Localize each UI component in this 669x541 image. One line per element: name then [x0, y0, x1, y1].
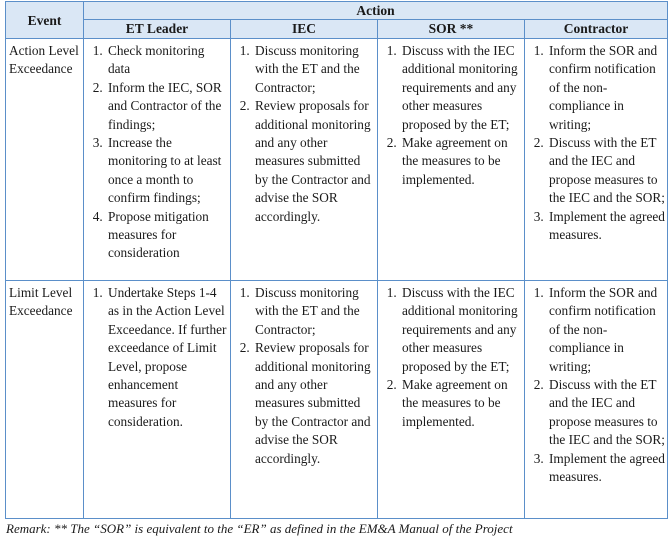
- et-leader-cell: Undertake Steps 1-4 as in the Action Lev…: [83, 280, 231, 519]
- table-row-action-level: Action Level Exceedance Check monitoring…: [5, 38, 668, 281]
- action-list: Inform the SOR and confirm notification …: [525, 281, 667, 486]
- event-cell: Limit Level Exceedance: [5, 280, 84, 519]
- et-leader-cell: Check monitoring dataInform the IEC, SOR…: [83, 38, 231, 281]
- list-item: Check monitoring data: [106, 42, 228, 79]
- header-iec: IEC: [230, 19, 378, 39]
- action-list: Inform the SOR and confirm notification …: [525, 39, 667, 244]
- list-item: Implement the agreed measures.: [547, 450, 665, 487]
- list-item: Discuss with the IEC additional monitori…: [400, 42, 522, 134]
- iec-cell: Discuss monitoring with the ET and the C…: [230, 280, 378, 519]
- header-event: Event: [5, 1, 84, 39]
- list-item: Undertake Steps 1-4 as in the Action Lev…: [106, 284, 228, 431]
- list-item: Review proposals for additional monitori…: [253, 339, 375, 468]
- list-item: Discuss with the ET and the IEC and prop…: [547, 134, 665, 208]
- list-item: Propose mitigation measures for consider…: [106, 208, 228, 263]
- action-list: Undertake Steps 1-4 as in the Action Lev…: [84, 281, 230, 431]
- list-item: Make agreement on the measures to be imp…: [400, 376, 522, 431]
- list-item: Inform the IEC, SOR and Contractor of th…: [106, 79, 228, 134]
- list-item: Make agreement on the measures to be imp…: [400, 134, 522, 189]
- event-cell: Action Level Exceedance: [5, 38, 84, 281]
- list-item: Review proposals for additional monitori…: [253, 97, 375, 226]
- list-item: Implement the agreed measures.: [547, 208, 665, 245]
- event-action-table: Event Action ET Leader IEC SOR ** Contra…: [5, 1, 668, 519]
- header-contractor: Contractor: [524, 19, 668, 39]
- sor-cell: Discuss with the IEC additional monitori…: [377, 38, 525, 281]
- header-sor: SOR **: [377, 19, 525, 39]
- table-row-limit-level: Limit Level Exceedance Undertake Steps 1…: [5, 280, 668, 519]
- action-list: Discuss monitoring with the ET and the C…: [231, 281, 377, 468]
- contractor-cell: Inform the SOR and confirm notification …: [524, 280, 668, 519]
- action-list: Discuss monitoring with the ET and the C…: [231, 39, 377, 226]
- list-item: Increase the monitoring to at least once…: [106, 134, 228, 208]
- contractor-cell: Inform the SOR and confirm notification …: [524, 38, 668, 281]
- list-item: Discuss with the IEC additional monitori…: [400, 284, 522, 376]
- action-list: Discuss with the IEC additional monitori…: [378, 281, 524, 431]
- iec-cell: Discuss monitoring with the ET and the C…: [230, 38, 378, 281]
- list-item: Inform the SOR and confirm notification …: [547, 42, 665, 134]
- list-item: Discuss with the ET and the IEC and prop…: [547, 376, 665, 450]
- list-item: Inform the SOR and confirm notification …: [547, 284, 665, 376]
- remark-note: Remark: ** The “SOR” is equivalent to th…: [6, 521, 513, 536]
- action-list: Check monitoring dataInform the IEC, SOR…: [84, 39, 230, 263]
- action-list: Discuss with the IEC additional monitori…: [378, 39, 524, 189]
- list-item: Discuss monitoring with the ET and the C…: [253, 284, 375, 339]
- sor-cell: Discuss with the IEC additional monitori…: [377, 280, 525, 519]
- header-et-leader: ET Leader: [83, 19, 231, 39]
- list-item: Discuss monitoring with the ET and the C…: [253, 42, 375, 97]
- header-action: Action: [83, 1, 668, 20]
